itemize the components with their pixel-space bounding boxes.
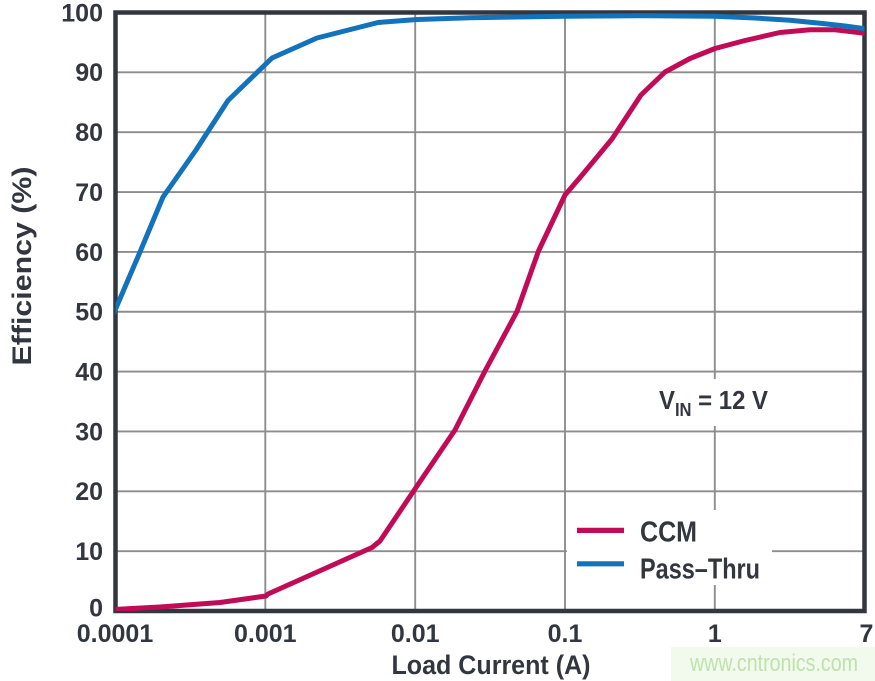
svg-text:70: 70 [75, 179, 103, 207]
svg-text:7: 7 [860, 620, 874, 648]
svg-text:Load Current (A): Load Current (A) [392, 650, 591, 680]
svg-text:www.cntronics.com: www.cntronics.com [689, 650, 858, 677]
svg-text:60: 60 [75, 239, 103, 267]
svg-text:1: 1 [708, 620, 722, 648]
svg-text:80: 80 [75, 119, 103, 147]
svg-text:0.0001: 0.0001 [77, 620, 154, 648]
svg-text:0.1: 0.1 [548, 620, 583, 648]
svg-text:50: 50 [75, 299, 103, 327]
svg-text:40: 40 [75, 359, 103, 387]
svg-text:CCM: CCM [640, 517, 697, 549]
svg-text:VIN = 12 V: VIN = 12 V [659, 385, 769, 420]
svg-text:10: 10 [75, 538, 103, 566]
svg-text:Efficiency (%): Efficiency (%) [7, 167, 37, 366]
svg-text:Pass–Thru: Pass–Thru [640, 553, 760, 585]
svg-text:0: 0 [89, 595, 103, 623]
svg-text:20: 20 [75, 478, 103, 506]
svg-text:90: 90 [75, 59, 103, 87]
svg-text:0.001: 0.001 [234, 620, 297, 648]
svg-text:0.01: 0.01 [391, 620, 440, 648]
svg-text:100: 100 [61, 0, 103, 27]
svg-text:30: 30 [75, 418, 103, 446]
